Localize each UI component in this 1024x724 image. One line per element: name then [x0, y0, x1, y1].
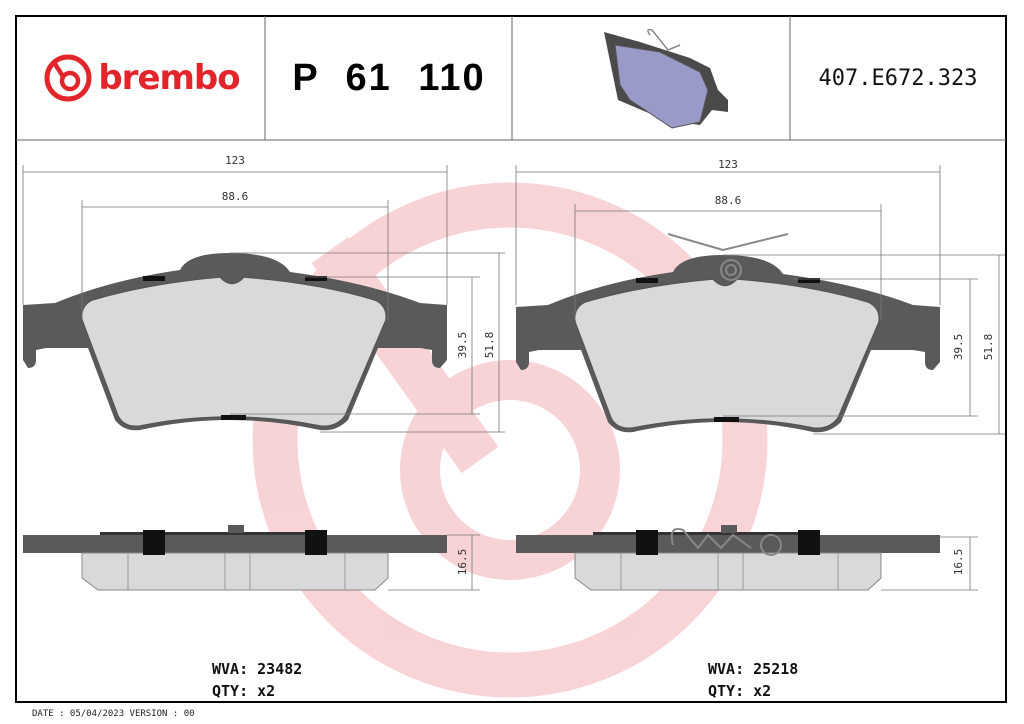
date-version: DATE : 05/04/2023 VERSION : 00	[32, 709, 195, 719]
brembo-logo-icon	[44, 54, 92, 102]
reference-cell: 407.E672.323	[791, 16, 1005, 140]
dim-width-left: 123	[225, 154, 245, 167]
dim-width-inner-left: 88.6	[222, 190, 249, 203]
part-number: P 61 110	[292, 56, 486, 99]
dim-height-left: 51.8	[483, 332, 496, 359]
brand-logo: brembo	[18, 16, 264, 140]
dim-height-right: 51.8	[982, 334, 995, 361]
dim-height-inner-right: 39.5	[952, 334, 965, 361]
dim-width-inner-right: 88.6	[715, 194, 742, 207]
qty-left: QTY: x2	[212, 682, 276, 700]
wva-left: WVA: 23482	[212, 660, 303, 678]
sheet-frame	[15, 15, 1007, 703]
brand-name: brembo	[98, 58, 240, 98]
reference-number: 407.E672.323	[818, 65, 978, 91]
dim-height-inner-left: 39.5	[456, 332, 469, 359]
pad-side-view-right	[515, 524, 941, 591]
qty-right: QTY: x2	[708, 682, 772, 700]
pad-side-view-left	[22, 524, 448, 591]
dim-width-right: 123	[718, 158, 738, 171]
pad-thumbnail-image	[604, 28, 728, 129]
part-number-cell: P 61 110	[266, 16, 512, 140]
pad-front-view-right	[515, 233, 941, 434]
pad-front-view-left	[22, 252, 448, 432]
spring-clip	[667, 233, 789, 281]
dim-thickness-left: 16.5	[456, 549, 469, 576]
dim-thickness-right: 16.5	[952, 549, 965, 576]
wva-right: WVA: 25218	[708, 660, 799, 678]
